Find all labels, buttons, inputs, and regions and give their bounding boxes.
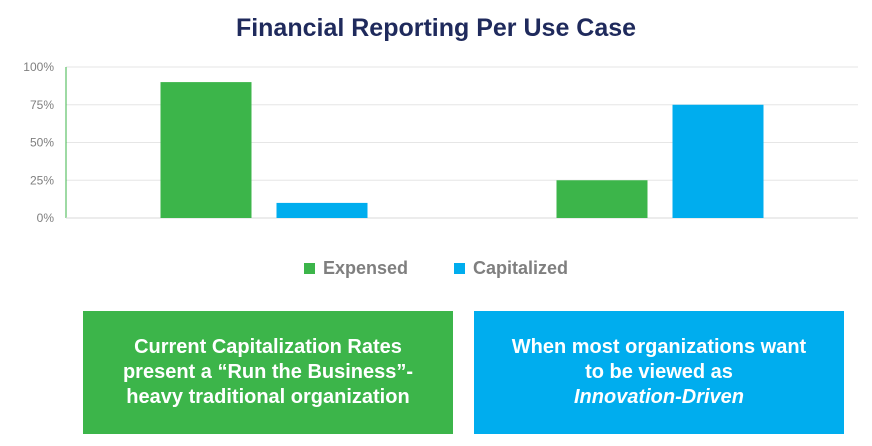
legend-item-capitalized: Capitalized — [454, 258, 568, 279]
bar-capitalized-1 — [276, 202, 368, 218]
callout-left-line-1: Current Capitalization Rates — [134, 336, 402, 358]
legend-swatch-expensed — [303, 263, 315, 274]
y-tick-label: 25% — [30, 173, 54, 187]
y-tick-label: 0% — [37, 211, 55, 225]
chart-legend: Expensed Capitalized — [0, 258, 872, 279]
callout-run-the-business: Current Capitalization Rates present a “… — [83, 311, 453, 434]
bar-capitalized-2 — [672, 104, 764, 218]
callout-right-emphasis: Innovation-Driven — [573, 386, 744, 408]
callout-left-line-2: present a “Run the Business”- — [122, 361, 414, 383]
bar-chart: 0% 25% 50% 75% 100% — [23, 60, 858, 225]
chart-title: Financial Reporting Per Use Case — [235, 14, 637, 42]
bar-expensed-2 — [556, 180, 648, 218]
y-tick-label: 75% — [30, 98, 54, 112]
callout-innovation-driven: When most organizations want to be viewe… — [474, 311, 844, 434]
legend-swatch-capitalized — [454, 263, 465, 274]
callout-left-line-3: heavy traditional organization — [126, 386, 410, 408]
y-tick-label: 50% — [30, 136, 54, 150]
legend-label-expensed: Expensed — [322, 258, 408, 278]
legend-label-capitalized: Capitalized — [473, 258, 569, 278]
y-tick-label: 100% — [23, 60, 54, 74]
callout-right-line-1: When most organizations want — [511, 336, 807, 358]
bar-expensed-1 — [160, 82, 252, 218]
legend-item-expensed: Expensed — [303, 258, 408, 279]
callout-right-line-2: to be viewed as — [585, 361, 733, 383]
